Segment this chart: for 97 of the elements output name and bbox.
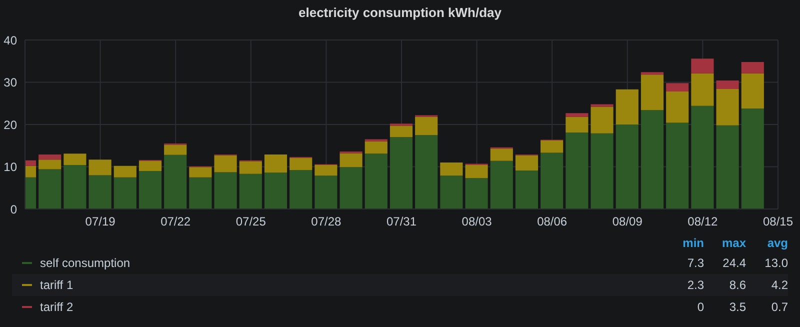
bar (440, 162, 463, 176)
bar (616, 124, 638, 209)
text: min (682, 236, 704, 250)
bar (264, 154, 288, 173)
bar (741, 73, 764, 108)
x-tick-label: 08/06 (537, 214, 568, 229)
bar (38, 160, 62, 170)
bar (490, 160, 513, 209)
bar (314, 165, 338, 176)
x-tick-label: 07/19 (85, 214, 116, 229)
bar (64, 154, 86, 166)
bar (640, 74, 664, 110)
bar (114, 166, 136, 178)
text: 2.3 (686, 278, 704, 292)
bar (340, 153, 362, 168)
y-tick-label: 30 (4, 76, 18, 90)
bar (666, 122, 689, 209)
bar (691, 73, 714, 106)
bar (716, 125, 739, 209)
bar (590, 133, 614, 209)
bar (340, 167, 362, 209)
bar (114, 177, 136, 209)
y-tick-label: 10 (4, 160, 18, 174)
bar (138, 170, 162, 209)
bar (189, 177, 212, 209)
x-tick-label: 07/22 (160, 214, 191, 229)
x-tick-label: 08/15 (762, 214, 794, 229)
x-tick-label: 08/03 (462, 214, 492, 229)
legend-label: tariff 1 (40, 278, 74, 292)
bar (88, 160, 112, 176)
bar (290, 158, 312, 170)
x-tick-label: 08/09 (612, 214, 643, 229)
chart-title: electricity consumption kWh/day (298, 5, 502, 20)
text: 0 (696, 300, 704, 314)
x-tick-label: 07/31 (386, 214, 417, 229)
y-tick-label: 40 (4, 33, 18, 48)
bar (490, 148, 513, 161)
bar (716, 89, 739, 126)
bar (88, 175, 112, 209)
legend-label: self consumption (40, 256, 132, 270)
bar (616, 89, 638, 124)
bar (566, 113, 588, 117)
bar (164, 154, 187, 209)
bar (415, 135, 438, 209)
bar (566, 116, 588, 133)
legend-label: tariff 2 (40, 300, 74, 314)
bar (264, 172, 288, 209)
text: max (720, 236, 746, 250)
text: 24.4 (722, 256, 746, 270)
x-tick-label: 07/28 (311, 214, 342, 229)
bar (214, 155, 237, 172)
bar (38, 154, 62, 160)
bar (64, 165, 86, 209)
bar (590, 104, 614, 107)
bar (440, 176, 463, 209)
x-tick-label: 08/12 (688, 214, 718, 229)
bar (364, 141, 388, 154)
bar (214, 172, 237, 209)
x-tick-label: 07/25 (236, 214, 266, 229)
bar (189, 167, 212, 178)
bar (239, 161, 262, 174)
bar (314, 176, 338, 209)
bar (716, 80, 739, 90)
text: 4.2 (770, 278, 788, 292)
bar (666, 83, 689, 92)
bar (364, 154, 388, 209)
bar (666, 92, 689, 123)
bar (239, 174, 262, 209)
bar (465, 165, 488, 178)
text: 8.6 (728, 278, 746, 292)
y-tick-label: 0 (10, 202, 18, 216)
bar (566, 132, 588, 209)
bar (540, 140, 564, 153)
bar (390, 137, 413, 209)
bar (691, 106, 714, 209)
text: avg (766, 236, 788, 250)
bar (38, 169, 62, 209)
text: 13.0 (764, 256, 788, 270)
text: 3.5 (728, 300, 746, 314)
y-tick-label: 20 (4, 118, 18, 132)
bar (138, 160, 162, 171)
bar (515, 155, 538, 171)
bar (640, 110, 664, 209)
bar (290, 170, 312, 209)
bar (465, 178, 488, 209)
text: 7.3 (686, 256, 704, 270)
bar (590, 106, 614, 134)
bar (415, 116, 438, 136)
bar (741, 108, 764, 209)
bar (390, 126, 413, 138)
bar (515, 170, 538, 209)
bar (640, 72, 664, 75)
bar (164, 144, 187, 155)
bar (691, 58, 714, 74)
text: 0.7 (770, 300, 788, 314)
bar (741, 62, 764, 74)
bar (540, 152, 564, 209)
